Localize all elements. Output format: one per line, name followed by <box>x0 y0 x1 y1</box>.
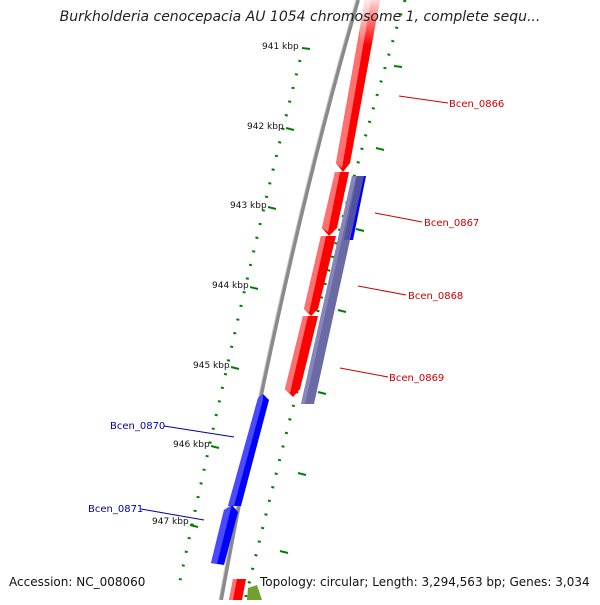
topology-text: Topology: circular; Length: 3,294,563 bp… <box>260 575 590 589</box>
ruler-label-942: 942 kbp <box>247 122 284 132</box>
ruler-label-943: 943 kbp <box>230 201 267 211</box>
accession-text: Accession: NC_008060 <box>9 575 146 589</box>
gene-label-bcen-0868[interactable]: Bcen_0868 <box>408 291 463 302</box>
gene-bcen-0866-fade <box>360 0 385 45</box>
forward-strand-genes <box>229 0 385 600</box>
gene-label-bcen-0867[interactable]: Bcen_0867 <box>424 218 479 229</box>
ruler-label-944: 944 kbp <box>212 281 249 291</box>
gene-next-green <box>247 585 262 600</box>
chromosome-backbone <box>218 0 360 601</box>
ruler-labels: 941 kbp 942 kbp 943 kbp 944 kbp 945 kbp … <box>152 42 299 527</box>
overlap-features <box>301 176 366 404</box>
ruler-label-945: 945 kbp <box>193 361 230 371</box>
gene-label-bcen-0870[interactable]: Bcen_0870 <box>110 421 165 432</box>
map-title: Burkholderia cenocepacia AU 1054 chromos… <box>59 9 541 25</box>
ruler-label-941: 941 kbp <box>262 42 299 52</box>
reverse-strand-genes <box>211 394 269 600</box>
inner-dotted-track <box>176 59 302 591</box>
ruler-label-946: 946 kbp <box>173 440 210 450</box>
gene-label-bcen-0871[interactable]: Bcen_0871 <box>88 504 143 515</box>
gene-label-bcen-0869[interactable]: Bcen_0869 <box>389 373 444 384</box>
ruler-tick-marks <box>189 47 403 554</box>
label-leader-lines <box>140 95 449 521</box>
ruler-label-947: 947 kbp <box>152 517 189 527</box>
gene-labels: Bcen_0866 Bcen_0867 Bcen_0868 Bcen_0869 … <box>88 99 504 515</box>
gene-label-bcen-0866[interactable]: Bcen_0866 <box>449 99 504 110</box>
